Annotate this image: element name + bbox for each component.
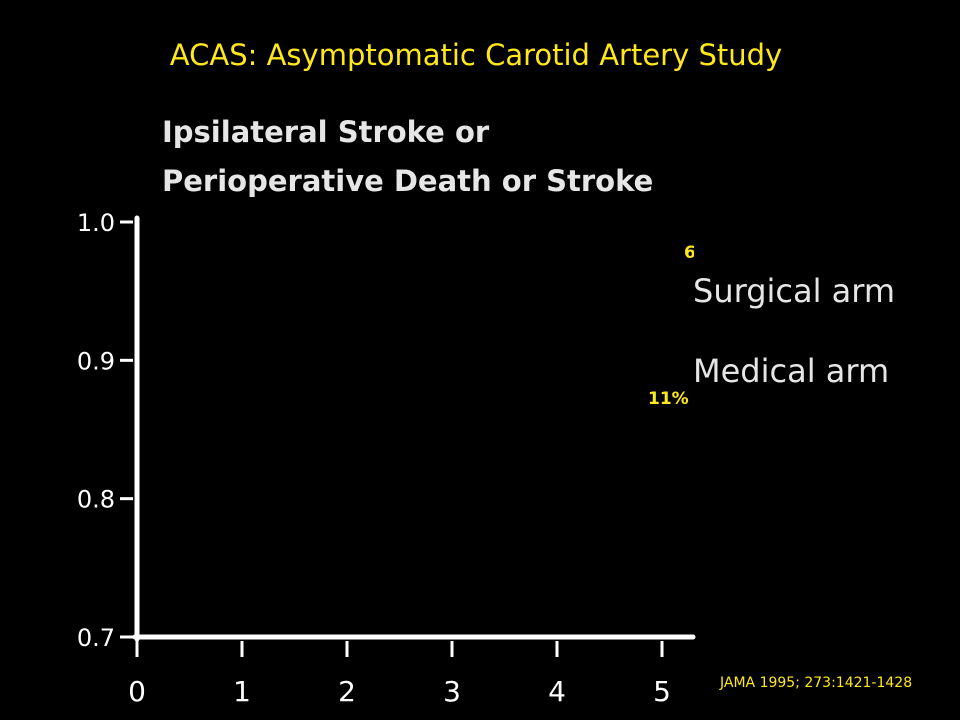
chart-title-line-1: Ipsilateral Stroke or bbox=[162, 115, 490, 149]
legend-medical-arm: Medical arm bbox=[693, 352, 890, 390]
chart-title: Ipsilateral Stroke or Perioperative Deat… bbox=[162, 108, 653, 206]
x-tick-label: 3 bbox=[443, 675, 461, 708]
x-tick-label: 1 bbox=[233, 675, 251, 708]
chart-axes bbox=[132, 215, 696, 642]
x-tick-label: 4 bbox=[548, 675, 566, 708]
legend-surgical-arm: Surgical arm bbox=[693, 272, 896, 310]
chart-title-line-2: Perioperative Death or Stroke bbox=[162, 164, 654, 198]
source-citation: JAMA 1995; 273:1421-1428 bbox=[720, 675, 913, 691]
y-tick-label: 0.8 bbox=[77, 486, 115, 514]
x-tick-label: 2 bbox=[338, 675, 356, 708]
surgical-percent-label: 6 bbox=[684, 243, 694, 263]
medical-percent-label: 11% bbox=[648, 389, 689, 409]
y-tick-label: 1.0 bbox=[77, 209, 115, 237]
chart-ticks: 0.7 0.8 0.9 1.0 0 1 2 3 4 5 bbox=[77, 209, 671, 708]
page-title: ACAS: Asymptomatic Carotid Artery Study bbox=[169, 38, 783, 72]
x-tick-label: 0 bbox=[128, 675, 146, 708]
y-tick-label: 0.9 bbox=[77, 347, 115, 375]
y-tick-label: 0.7 bbox=[77, 624, 115, 652]
chart-legend: Surgical arm Medical arm bbox=[688, 234, 960, 422]
x-tick-label: 5 bbox=[653, 675, 671, 708]
